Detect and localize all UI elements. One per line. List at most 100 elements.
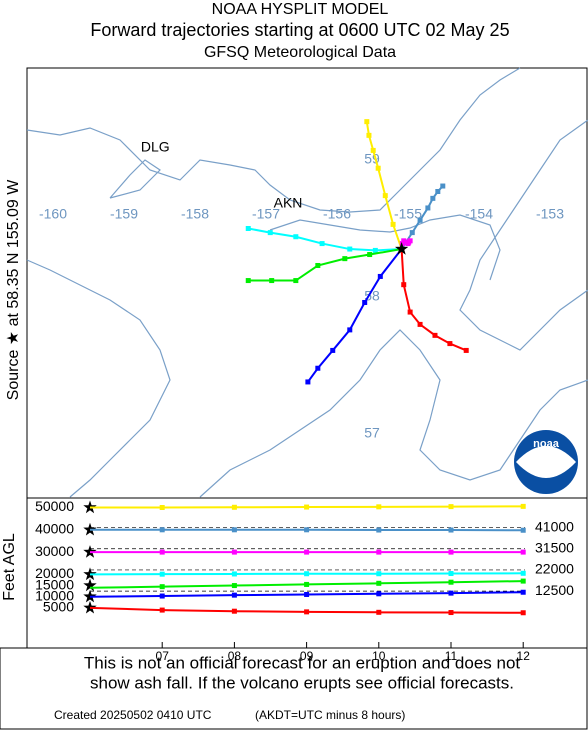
lon-label: -155 bbox=[394, 206, 422, 222]
trajectory-point bbox=[401, 238, 407, 244]
time-tick-label: 10 bbox=[372, 649, 386, 663]
noaa-logo-wave bbox=[516, 446, 576, 478]
height-point bbox=[520, 570, 526, 576]
height-tick-label: 20000 bbox=[35, 565, 74, 581]
trajectory-point bbox=[319, 241, 325, 247]
lon-label: -157 bbox=[252, 206, 280, 222]
reference-label: 12500 bbox=[535, 582, 574, 598]
title: Forward trajectories starting at 0600 UT… bbox=[90, 20, 509, 40]
trajectory-point bbox=[267, 230, 273, 236]
height-point bbox=[159, 593, 165, 599]
trajectory-point bbox=[417, 321, 423, 327]
height-axis-label: Feet AGL bbox=[1, 533, 18, 601]
trajectory-point bbox=[407, 309, 413, 315]
lon-label: -153 bbox=[536, 206, 564, 222]
height-point bbox=[231, 527, 237, 533]
trajectory-point bbox=[432, 332, 438, 338]
title: NOAA HYSPLIT MODEL bbox=[212, 1, 389, 18]
height-point bbox=[520, 589, 526, 595]
trajectory-point bbox=[293, 234, 299, 240]
trajectory-point bbox=[366, 132, 372, 138]
time-tick-label: 12 bbox=[517, 649, 531, 663]
trajectory-point bbox=[377, 273, 383, 279]
reference-label: 41000 bbox=[535, 518, 574, 534]
trajectory-point bbox=[367, 252, 373, 258]
trajectory-point bbox=[430, 195, 436, 201]
height-tick-star bbox=[83, 578, 97, 592]
reference-label: 31500 bbox=[535, 539, 574, 555]
trajectory-point bbox=[372, 247, 378, 253]
height-point bbox=[159, 549, 165, 555]
height-point bbox=[304, 527, 310, 533]
map-frame bbox=[26, 67, 588, 499]
trajectory-point bbox=[245, 278, 251, 284]
height-point bbox=[376, 504, 382, 510]
coastlines bbox=[26, 67, 588, 498]
trajectory-point bbox=[362, 299, 368, 305]
trajectory-point bbox=[425, 205, 431, 211]
height-point bbox=[376, 580, 382, 586]
height-point bbox=[376, 609, 382, 615]
height-tick-label: 50000 bbox=[35, 498, 74, 514]
lon-label: -158 bbox=[181, 206, 209, 222]
height-point bbox=[448, 527, 454, 533]
height-point bbox=[159, 571, 165, 577]
reference-label: 22000 bbox=[535, 561, 574, 577]
lon-label: -160 bbox=[39, 206, 67, 222]
height-point bbox=[231, 571, 237, 577]
time-tick-label: 08 bbox=[228, 649, 242, 663]
lon-label: -156 bbox=[323, 206, 351, 222]
trajectory-point bbox=[440, 183, 446, 189]
height-point bbox=[376, 571, 382, 577]
height-point bbox=[231, 592, 237, 598]
height-tick-label: 5000 bbox=[43, 599, 74, 615]
height-point bbox=[448, 504, 454, 510]
time-tick-label: 11 bbox=[445, 649, 458, 663]
disclaimer: This is not an official forecast for an … bbox=[84, 653, 521, 672]
trajectory-point bbox=[370, 147, 376, 153]
trajectory bbox=[307, 248, 403, 383]
height-tick-label: 30000 bbox=[35, 543, 74, 559]
trajectory bbox=[365, 121, 403, 250]
time-note: (AKDT=UTC minus 8 hours) bbox=[255, 708, 405, 722]
height-point bbox=[304, 581, 310, 587]
height-point bbox=[304, 549, 310, 555]
noaa-logo-text: noaa bbox=[533, 438, 560, 450]
height-point bbox=[231, 608, 237, 614]
trajectory-point bbox=[401, 282, 407, 288]
footer-frame bbox=[0, 647, 588, 730]
trajectory-point bbox=[342, 256, 348, 262]
time-tick-label: 09 bbox=[300, 649, 314, 663]
subtitle: GFSQ Meteorological Data bbox=[204, 44, 396, 61]
height-point bbox=[231, 504, 237, 510]
height-point bbox=[448, 590, 454, 596]
lon-label: -159 bbox=[110, 206, 138, 222]
trajectory-point bbox=[330, 347, 336, 353]
trajectory-point bbox=[382, 193, 388, 199]
height-point bbox=[231, 583, 237, 589]
trajectory-point bbox=[293, 278, 299, 284]
trajectory-point bbox=[347, 327, 353, 333]
trajectory-point bbox=[305, 379, 311, 385]
height-point bbox=[304, 609, 310, 615]
height-point bbox=[520, 578, 526, 584]
trajectory-point bbox=[315, 365, 321, 371]
source-star bbox=[395, 242, 409, 255]
height-point bbox=[376, 527, 382, 533]
lon-label: -154 bbox=[465, 206, 493, 222]
lat-label: 57 bbox=[364, 425, 380, 441]
height-point bbox=[448, 549, 454, 555]
height-tick-label: 10000 bbox=[35, 587, 74, 603]
height-point bbox=[159, 527, 165, 533]
trajectory-point bbox=[399, 241, 405, 247]
source-label: Source ★ at 58.35 N 155.09 W bbox=[5, 179, 22, 401]
place-label: AKN bbox=[274, 195, 303, 211]
created: Created 20250502 0410 UTC bbox=[54, 708, 212, 722]
height-point bbox=[520, 527, 526, 533]
height-point bbox=[159, 607, 165, 613]
trajectory-point bbox=[409, 230, 415, 236]
height-point bbox=[304, 591, 310, 597]
height-point bbox=[376, 549, 382, 555]
